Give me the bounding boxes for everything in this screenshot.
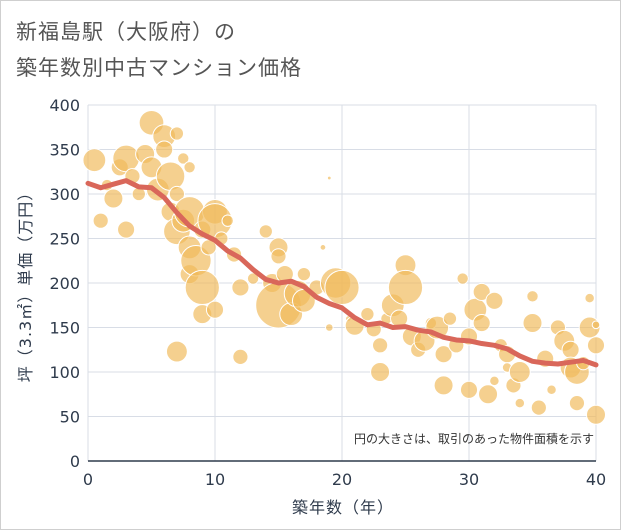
- data-bubble: [82, 148, 107, 173]
- data-bubble: [326, 175, 332, 181]
- data-bubble: [442, 311, 458, 326]
- data-bubble: [586, 336, 606, 355]
- data-bubble: [177, 152, 190, 165]
- data-bubble: [270, 248, 287, 265]
- data-bubble: [591, 320, 601, 330]
- data-bubble: [112, 144, 140, 173]
- data-bubble: [472, 282, 491, 301]
- data-bubble: [372, 337, 389, 354]
- data-bubble: [184, 269, 220, 306]
- data-bubble: [526, 290, 539, 303]
- x-tick-label: 30: [459, 470, 479, 489]
- x-tick-label: 20: [332, 470, 352, 489]
- data-bubble: [296, 266, 312, 282]
- data-bubble: [325, 323, 334, 332]
- trend-line: [85, 178, 599, 368]
- y-tick-label: 100: [49, 363, 80, 382]
- data-bubble: [324, 269, 360, 306]
- data-bubble: [155, 140, 174, 159]
- x-axis-title: 築年数（年）: [292, 498, 394, 517]
- data-bubble: [205, 300, 225, 319]
- data-bubble: [370, 362, 391, 382]
- data-bubble: [165, 340, 188, 363]
- data-bubble: [183, 161, 196, 174]
- y-tick-label: 300: [49, 185, 80, 204]
- y-axis-title: 坪（3.3㎡）単価（万円）: [16, 184, 35, 382]
- y-tick-label: 50: [60, 408, 80, 427]
- data-bubble: [530, 399, 547, 416]
- y-tick-labels: 0 50 100 150 200 250 300 350 400: [49, 96, 80, 471]
- data-bubble: [258, 224, 273, 239]
- data-bubble: [434, 345, 453, 364]
- data-bubble: [478, 384, 499, 405]
- trend-series: [85, 178, 599, 368]
- data-bubble: [169, 126, 185, 141]
- y-tick-label: 150: [49, 319, 80, 338]
- size-note: 円の大きさは、取引のあった物件面積を示す: [354, 431, 594, 446]
- title-line-1: 新福島駅（大阪府）の: [16, 20, 236, 44]
- data-bubble: [246, 272, 260, 285]
- data-bubble: [459, 380, 479, 399]
- chart-title: 新福島駅（大阪府）の 築年数別中古マンション価格: [16, 14, 302, 86]
- data-bubble: [508, 361, 531, 383]
- data-bubble: [168, 185, 185, 203]
- data-bubble: [117, 220, 136, 239]
- y-tick-label: 200: [49, 274, 80, 293]
- data-bubble: [319, 244, 327, 251]
- data-bubble: [456, 272, 469, 285]
- x-tick-labels: 0 10 20 30 40: [83, 470, 606, 489]
- data-bubble: [155, 161, 186, 191]
- x-tick-label: 0: [83, 470, 93, 489]
- data-bubble: [360, 307, 375, 322]
- data-bubble: [221, 214, 234, 227]
- data-bubble: [231, 278, 250, 297]
- data-bubble: [561, 340, 580, 359]
- data-bubble: [92, 212, 109, 229]
- data-bubble: [433, 375, 454, 396]
- x-tick-label: 10: [205, 470, 225, 489]
- y-tick-label: 400: [49, 96, 80, 115]
- data-bubble: [472, 314, 491, 333]
- title-line-2: 築年数別中古マンション価格: [16, 56, 302, 80]
- data-bubble: [586, 404, 606, 425]
- data-bubble: [514, 397, 526, 409]
- data-bubble: [546, 384, 557, 396]
- data-bubble: [232, 348, 249, 365]
- y-tick-label: 250: [49, 230, 80, 249]
- data-bubble: [568, 395, 586, 412]
- data-bubble: [489, 375, 500, 387]
- data-bubble: [387, 269, 424, 306]
- bubble-series: [82, 109, 606, 425]
- data-bubble: [103, 188, 124, 209]
- data-bubble: [584, 292, 595, 304]
- x-tick-label: 40: [586, 470, 606, 489]
- data-bubble: [522, 313, 543, 334]
- y-tick-label: 0: [70, 452, 80, 471]
- data-bubble: [485, 291, 504, 310]
- y-tick-label: 350: [49, 141, 80, 160]
